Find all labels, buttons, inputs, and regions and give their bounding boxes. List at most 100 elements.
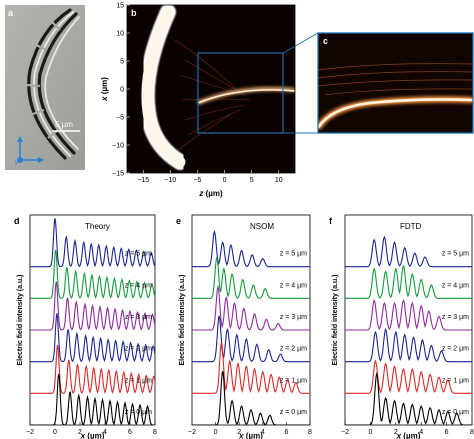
series-line xyxy=(192,315,310,363)
series-label: z = 4 µm xyxy=(280,282,307,289)
panel-b: b −15 −10 −5 0 5 10 15 10 5 0 −5 −10 −15 z (µm) x (µ… xyxy=(100,3,319,198)
panel-letter-a: a xyxy=(8,8,14,18)
chart-title: FDTD xyxy=(400,222,422,231)
panel-b-xtick-label: 5 xyxy=(250,177,254,184)
panel-letter-c: c xyxy=(323,36,328,46)
xtick-label: 6 xyxy=(445,429,449,436)
panel-letter-b: b xyxy=(131,8,137,18)
series-label: z = 2 µm xyxy=(280,346,307,353)
chart-xlabel: x (µm) xyxy=(238,432,263,439)
chart-xlabel: x (µm) xyxy=(396,432,421,439)
series-label: z = 0 µm xyxy=(442,409,469,416)
xtick-label: 6 xyxy=(284,429,288,436)
series-group xyxy=(192,230,310,425)
series-label: z = 3 µm xyxy=(442,314,469,321)
panel-b-ytick-label: 15 xyxy=(116,3,124,10)
series-line xyxy=(192,256,310,299)
series-label: z = 1 µm xyxy=(125,377,152,384)
series-line xyxy=(30,218,155,268)
panel-b-xtick-label: 0 xyxy=(223,177,227,184)
xtick-label: 0 xyxy=(53,429,57,436)
panel-b-xtick-label: −5 xyxy=(193,177,201,184)
series-line xyxy=(345,371,472,425)
panel-b-xtick-label: −15 xyxy=(137,177,149,184)
panel-b-ytick-label: −5 xyxy=(116,115,124,122)
series-group xyxy=(30,218,155,425)
xtick-label: 2 xyxy=(78,429,82,436)
scale-bar-label: 5 µm xyxy=(55,120,73,129)
series-line xyxy=(345,359,472,394)
xtick-label: 2 xyxy=(394,429,398,436)
panel-f: f FDTD z = 5 µm z = 4 µm z = 3 µm z = 2 µm z =… xyxy=(329,214,474,439)
chart-title: NSOM xyxy=(250,222,274,231)
chart-ylabel: Electric field intensity (a.u.) xyxy=(179,274,186,365)
panel-a: 5 µm y a xyxy=(5,5,85,170)
panel-letter: f xyxy=(329,216,333,226)
xtick-label: 8 xyxy=(153,429,157,436)
series-line xyxy=(345,298,472,331)
series-label: z = 4 µm xyxy=(442,282,469,289)
series-label: z = 0 µm xyxy=(125,409,152,416)
panel-b-ytick-label: −15 xyxy=(112,171,124,178)
xtick-label: −2 xyxy=(341,429,349,436)
axes-indicator xyxy=(17,136,44,163)
xtick-label: 8 xyxy=(308,429,312,436)
xtick-label: 4 xyxy=(103,429,107,436)
series-line xyxy=(30,249,155,299)
series-label: z = 4 µm xyxy=(125,282,152,289)
chart-ylabel: Electric field intensity (a.u.) xyxy=(17,274,24,365)
series-line xyxy=(192,371,310,425)
xtick-label: −2 xyxy=(26,429,34,436)
series-line xyxy=(30,281,155,331)
panel-e: e NSOM z = 5 µm z = 4 µm z = 3 µm z = 2 µm z =… xyxy=(176,214,312,439)
xtick-label: 6 xyxy=(128,429,132,436)
chart-ylabel: Electric field intensity (a.u.) xyxy=(332,274,339,365)
panel-b-ytick-label: 5 xyxy=(120,59,124,66)
series-label: z = 5 µm xyxy=(442,251,469,258)
panel-letter: e xyxy=(176,216,181,226)
series-label: z = 5 µm xyxy=(280,251,307,258)
panel-d: d Theory z = 5 µm z = 4 µm z = 3 µm z = 2 µm z… xyxy=(14,214,157,439)
panel-c: c xyxy=(317,32,474,134)
zoom-region xyxy=(197,52,284,134)
zoom-fringes xyxy=(318,63,473,96)
series-line xyxy=(30,313,155,363)
series-line xyxy=(345,327,472,363)
panel-b-xtick-label: 10 xyxy=(275,177,283,184)
panel-b-ytick-label: −10 xyxy=(112,143,124,150)
focus-beam xyxy=(197,89,295,104)
zoom-beam xyxy=(318,98,473,129)
panel-letter: d xyxy=(14,216,20,226)
series-line xyxy=(30,344,155,394)
zoom-line-top xyxy=(282,32,319,54)
panel-b-ylabel: x (µm) xyxy=(100,77,109,102)
panel-b-xtick-label: −10 xyxy=(164,177,176,184)
series-label: z = 1 µm xyxy=(442,377,469,384)
xtick-label: 8 xyxy=(470,429,474,436)
series-group xyxy=(345,235,472,425)
chart-title: Theory xyxy=(85,222,110,231)
series-label: z = 2 µm xyxy=(442,346,469,353)
series-label: z = 3 µm xyxy=(125,314,152,321)
xtick-label: 2 xyxy=(237,429,241,436)
xtick-label: −2 xyxy=(188,429,196,436)
series-line xyxy=(345,235,472,268)
panel-b-ytick-label: 0 xyxy=(120,87,124,94)
series-line xyxy=(345,264,472,299)
series-label: z = 3 µm xyxy=(280,314,307,321)
xtick-label: 4 xyxy=(419,429,423,436)
panel-b-xlabel: z (µm) xyxy=(198,189,223,198)
series-line xyxy=(192,230,310,268)
series-label: z = 5 µm xyxy=(125,251,152,258)
series-label: z = 1 µm xyxy=(280,377,307,384)
series-label: z = 2 µm xyxy=(125,346,152,353)
series-line xyxy=(30,373,155,425)
series-line xyxy=(192,342,310,394)
series-line xyxy=(192,284,310,331)
xtick-label: 4 xyxy=(261,429,265,436)
chart-xlabel: x (µm) xyxy=(80,432,105,439)
axis-y-letter: y xyxy=(14,160,19,166)
xtick-label: 0 xyxy=(214,429,218,436)
panel-b-ytick-label: 10 xyxy=(116,31,124,38)
